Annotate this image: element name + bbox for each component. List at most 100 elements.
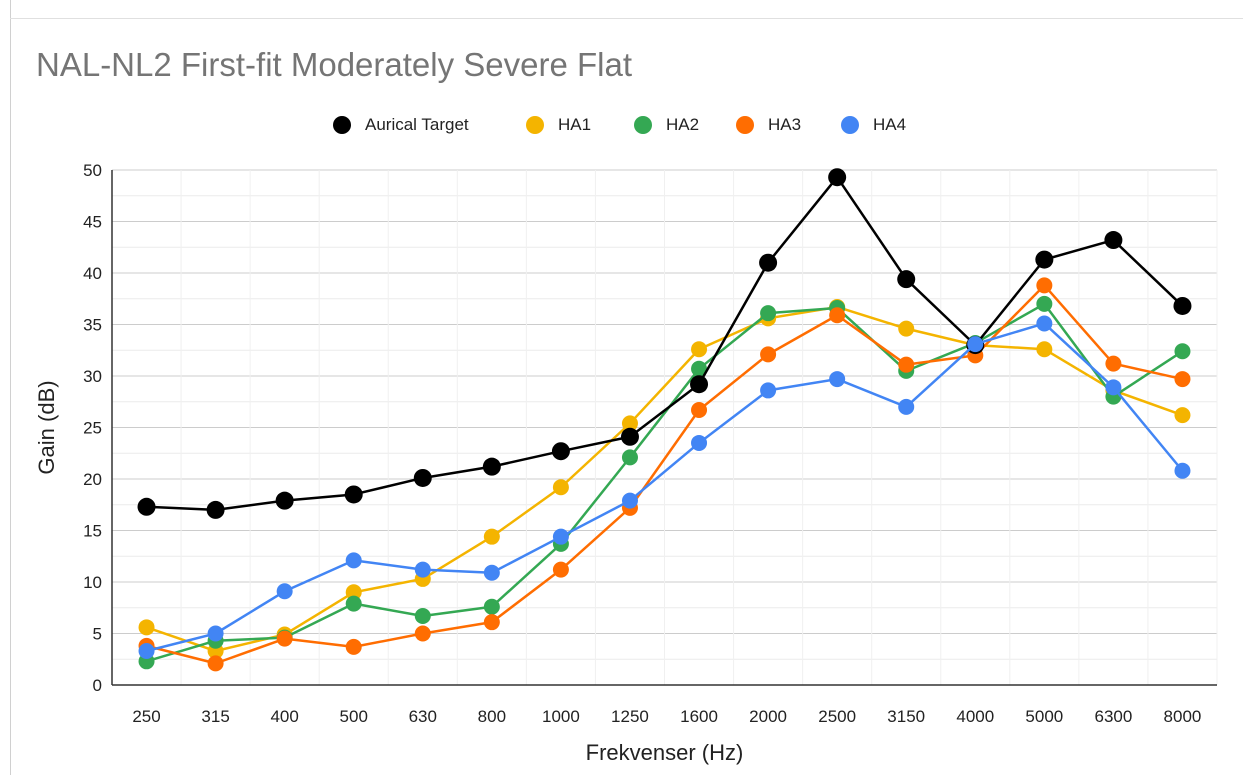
y-tick-label: 5 — [93, 625, 102, 644]
series-line — [146, 322, 1184, 653]
data-point[interactable] — [898, 320, 915, 337]
legend-item-ha3[interactable]: HA3 — [736, 112, 801, 138]
data-point[interactable] — [344, 485, 363, 504]
data-point[interactable] — [551, 442, 570, 461]
data-point[interactable] — [1105, 355, 1122, 372]
data-point[interactable] — [828, 168, 847, 187]
series-ha3 — [138, 277, 1191, 672]
data-point[interactable] — [482, 457, 501, 476]
data-point[interactable] — [345, 595, 362, 612]
frame-border-top — [10, 18, 1243, 19]
data-point[interactable] — [690, 375, 709, 394]
data-point[interactable] — [137, 497, 156, 516]
series-line — [146, 302, 1184, 663]
x-tick-label: 6300 — [1094, 707, 1132, 726]
legend-item-ha1[interactable]: HA1 — [526, 112, 591, 138]
data-point[interactable] — [483, 614, 500, 631]
data-point[interactable] — [691, 360, 708, 377]
data-point[interactable] — [691, 434, 708, 451]
gridlines — [111, 169, 1218, 685]
data-point[interactable] — [138, 619, 155, 636]
data-point[interactable] — [621, 492, 638, 509]
data-point[interactable] — [1174, 371, 1191, 388]
data-point[interactable] — [898, 356, 915, 373]
data-point[interactable] — [138, 643, 155, 660]
data-point[interactable] — [345, 552, 362, 569]
data-point[interactable] — [414, 561, 431, 578]
y-tick-label: 35 — [83, 316, 102, 335]
y-tick-label: 20 — [83, 470, 102, 489]
legend-swatch-ha1 — [526, 116, 544, 134]
data-point[interactable] — [1174, 462, 1191, 479]
data-point[interactable] — [620, 427, 639, 446]
data-point[interactable] — [621, 415, 638, 432]
data-point[interactable] — [621, 449, 638, 466]
data-point[interactable] — [759, 253, 778, 272]
data-point[interactable] — [345, 638, 362, 655]
legend-swatch-aurical-target — [333, 116, 351, 134]
series-ha4 — [138, 315, 1191, 660]
data-point[interactable] — [691, 341, 708, 358]
data-point[interactable] — [414, 625, 431, 642]
data-point[interactable] — [206, 500, 225, 519]
y-tick-label: 25 — [83, 419, 102, 438]
y-axis-label: Gain (dB) — [34, 380, 59, 474]
data-point[interactable] — [967, 336, 984, 353]
series-line — [146, 284, 1183, 665]
legend-label-ha1: HA1 — [558, 115, 592, 134]
data-point[interactable] — [207, 655, 224, 672]
data-point[interactable] — [345, 584, 362, 601]
data-point[interactable] — [898, 398, 915, 415]
series-line — [146, 175, 1184, 512]
data-point[interactable] — [552, 561, 569, 578]
data-point[interactable] — [275, 491, 294, 510]
data-point[interactable] — [276, 630, 293, 647]
data-point[interactable] — [1036, 295, 1053, 312]
data-point[interactable] — [276, 583, 293, 600]
x-tick-label: 3150 — [887, 707, 925, 726]
data-point[interactable] — [483, 528, 500, 545]
chart-title: NAL-NL2 First-fit Moderately Severe Flat — [36, 46, 633, 83]
data-point[interactable] — [1174, 343, 1191, 360]
x-tick-label: 2000 — [749, 707, 787, 726]
x-tick-label: 1250 — [611, 707, 649, 726]
y-tick-label: 10 — [83, 573, 102, 592]
data-point[interactable] — [1036, 315, 1053, 332]
data-point[interactable] — [1036, 277, 1053, 294]
data-point[interactable] — [691, 401, 708, 418]
data-point[interactable] — [1104, 231, 1123, 250]
data-point[interactable] — [552, 479, 569, 496]
legend-item-ha2[interactable]: HA2 — [634, 112, 699, 138]
data-point[interactable] — [552, 528, 569, 545]
x-axis-label: Frekvenser (Hz) — [586, 740, 744, 765]
data-point[interactable] — [829, 307, 846, 324]
data-point[interactable] — [897, 270, 916, 289]
legend-item-ha4[interactable]: HA4 — [841, 112, 906, 138]
data-point[interactable] — [1105, 379, 1122, 396]
data-point[interactable] — [483, 564, 500, 581]
x-tick-label: 315 — [201, 707, 229, 726]
x-tick-label: 630 — [409, 707, 437, 726]
data-point[interactable] — [1035, 250, 1054, 269]
x-tick-label: 250 — [132, 707, 160, 726]
data-point[interactable] — [1036, 341, 1053, 358]
data-point[interactable] — [760, 305, 777, 322]
legend-label-ha3: HA3 — [768, 115, 802, 134]
legend-item-aurical-target[interactable]: Aurical Target — [333, 112, 469, 138]
data-point[interactable] — [413, 468, 432, 487]
data-point[interactable] — [760, 382, 777, 399]
legend-label-ha4: HA4 — [873, 115, 907, 134]
data-point[interactable] — [414, 607, 431, 624]
x-tick-label: 4000 — [956, 707, 994, 726]
y-tick-label: 50 — [83, 161, 102, 180]
data-point[interactable] — [207, 625, 224, 642]
data-point[interactable] — [760, 346, 777, 363]
legend-swatch-ha3 — [736, 116, 754, 134]
data-point[interactable] — [829, 371, 846, 388]
data-point[interactable] — [1174, 407, 1191, 424]
frame-border-left — [10, 0, 11, 775]
data-point[interactable] — [483, 598, 500, 615]
legend-swatch-ha4 — [841, 116, 859, 134]
data-point[interactable] — [1173, 296, 1192, 315]
